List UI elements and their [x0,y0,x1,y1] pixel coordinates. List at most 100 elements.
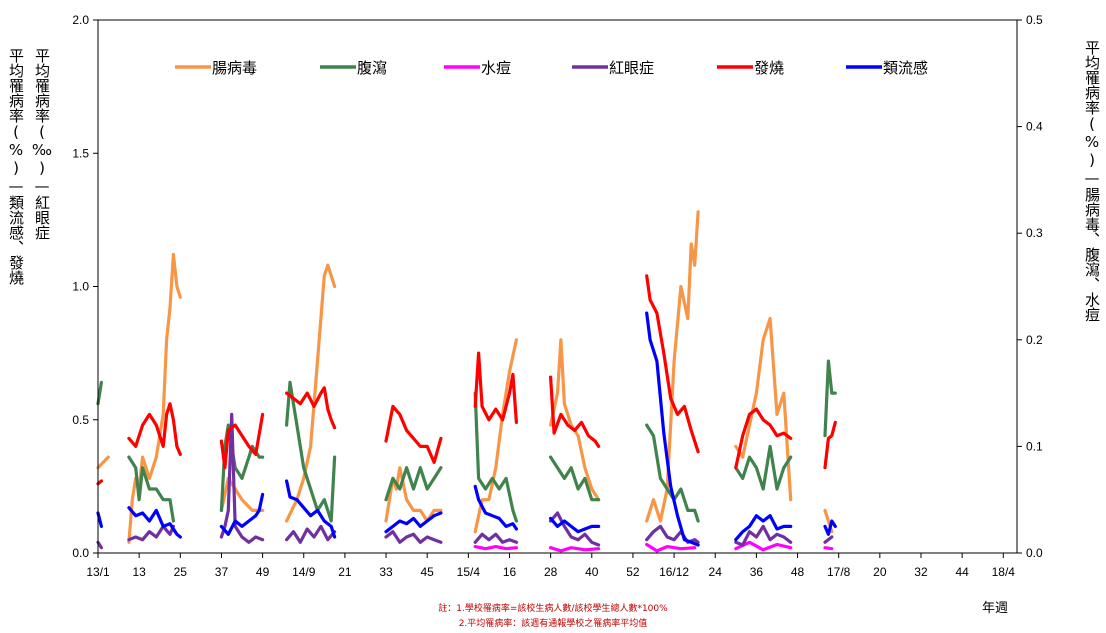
series-line [548,338,601,502]
series-0 [96,210,834,544]
y-tick-label-right: 0.0 [1026,546,1043,560]
y-tick-label-left: 1.5 [72,146,89,160]
y-tick-label-left: 2.0 [72,13,89,27]
series-line [96,455,110,470]
series-line [285,263,337,523]
x-tick-label: 33 [379,565,393,579]
series-line [219,412,265,544]
x-tick-label: 15/4 [457,565,481,579]
series-line [645,274,700,454]
series-line [96,479,104,486]
series-line [96,380,104,406]
series-line [734,407,793,470]
legend: 腸病毒 腹瀉 水痘 紅眼症 發燒 類流感 [175,59,928,77]
x-tick-label: 28 [544,565,558,579]
series-line [823,546,834,551]
x-tick-label: 32 [914,565,928,579]
series-line [127,455,175,523]
series-line [734,444,793,491]
series-line [645,542,697,553]
series-line [734,514,793,542]
x-tick-label: 48 [791,565,805,579]
legend-label: 腸病毒 [212,59,257,77]
x-tick-label: 18/4 [992,565,1016,579]
y-axis-label-left-outer: 平均罹病率(%)—類流感、發燒 [7,48,25,285]
x-tick-label: 37 [215,565,229,579]
plot-series [96,210,837,553]
legend-label: 紅眼症 [609,59,654,77]
series-line [823,519,837,536]
plot-frame [97,19,1018,554]
series-line [285,524,337,544]
series-line [285,479,337,539]
y-tick-label-right: 0.2 [1026,333,1043,347]
series-line [384,404,443,464]
footnote-1: 註：1.學校罹病率=該校生病人數/該校學生總人數*100% [438,604,668,614]
series-line [473,351,519,424]
series-line [823,359,837,438]
footnotes: 註：1.學校罹病率=該校生病人數/該校學生總人數*100% 2.平均罹病率：該週… [0,602,1106,632]
x-tick-label: 17/8 [827,565,851,579]
legend-label: 腹瀉 [357,59,387,77]
series-line [548,546,601,553]
y-axis-label-right: 平均罹病率(%)—腸病毒、腹瀉、水痘 [1083,40,1101,322]
legend-label: 水痘 [481,59,511,77]
series-line [219,412,265,470]
y-tick-label-right: 0.3 [1026,226,1043,240]
y-tick-label-right: 0.4 [1026,120,1043,134]
x-tick-label: 44 [955,565,969,579]
series-line [548,455,601,502]
series-line [127,506,182,539]
series-line [127,252,182,544]
y-tick-label-left: 0.0 [72,546,89,560]
series-line [473,484,519,531]
series-line [548,375,601,448]
x-tick-label: 13 [132,565,146,579]
series-line [548,511,601,547]
x-tick-label: 13/1 [86,565,110,579]
series-line [384,466,443,502]
series-3 [96,412,834,550]
series-line [473,532,519,544]
x-tick-label: 52 [626,565,640,579]
x-tick-label: 24 [709,565,723,579]
series-line [384,466,443,523]
x-tick-label: 16 [503,565,517,579]
series-line [219,492,265,536]
series-line [823,535,834,544]
series-1 [96,359,837,523]
series-line [473,544,519,551]
series-line [823,420,837,470]
series-line [645,524,700,544]
y-tick-label-left: 0.5 [72,413,89,427]
x-tick-label: 14/9 [292,565,316,579]
series-line [285,386,337,430]
series-4 [96,274,837,486]
x-tick-label: 36 [750,565,764,579]
x-tick-label: 25 [174,565,188,579]
series-line [734,524,793,547]
x-axis-label: 年週 [982,601,1009,616]
series-line [473,391,519,523]
series-line [645,210,700,523]
legend-label: 發燒 [754,59,784,77]
x-tick-label: 49 [256,565,270,579]
series-line [473,338,519,534]
series-line [645,311,700,547]
series-line [96,540,104,550]
y-tick-label-left: 1.0 [72,280,89,294]
series-line [219,476,265,512]
series-line [734,540,793,552]
axes: 0.0 0.5 1.0 1.5 2.0 0.0 0.1 0.2 0.3 0.4 0.5 13/1 13 2… [72,13,1043,579]
series-line [384,530,443,544]
legend-label: 類流感 [883,59,928,77]
series-5 [96,311,837,547]
x-tick-label: 21 [338,565,352,579]
x-tick-label: 40 [585,565,599,579]
x-tick-label: 45 [421,565,435,579]
x-tick-label: 16/12 [659,565,689,579]
y-axis-label-left-inner: 平均罹病率(‰)—紅眼症 [33,48,51,240]
footnote-2: 2.平均罹病率：該週有通報學校之罹病率平均值 [458,619,648,629]
series-line [734,316,793,502]
